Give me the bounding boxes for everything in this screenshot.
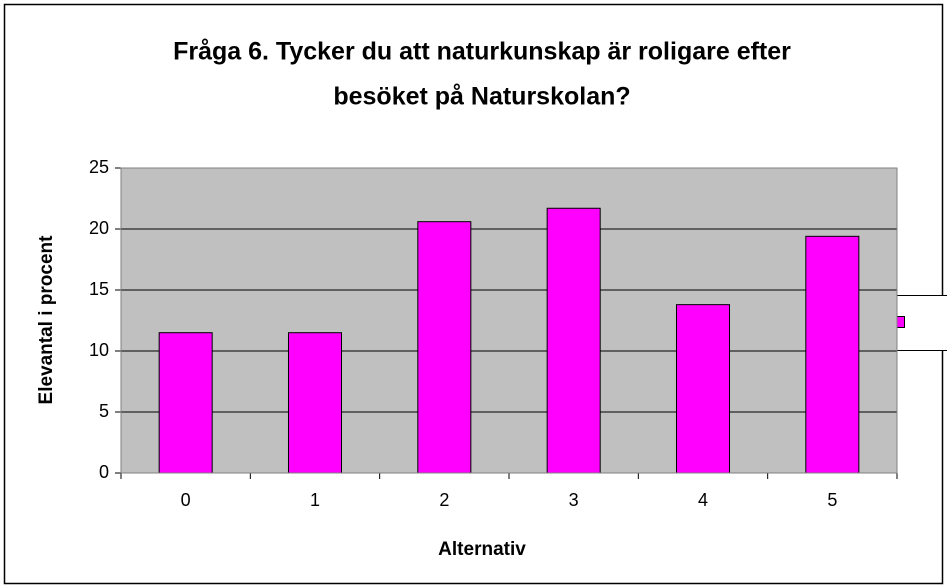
plot-border [120, 167, 898, 474]
y-tick-label: 20 [89, 218, 109, 238]
bar [287, 332, 343, 474]
chart-title: Fråga 6. Tycker du att naturkunskap är r… [173, 38, 791, 66]
y-axis-title: Elevantal i procent [36, 235, 57, 405]
x-tick-label: 4 [698, 490, 708, 510]
y-tick-label: 15 [89, 279, 109, 299]
bar [546, 207, 601, 474]
x-axis-title: Alternativ [438, 539, 526, 560]
bar [158, 332, 213, 474]
y-tick-label: 25 [89, 157, 109, 177]
plot-area [121, 168, 897, 473]
x-tick-label: 3 [569, 490, 579, 510]
y-tick-label: 0 [99, 462, 109, 482]
bar [805, 235, 860, 474]
x-tick-label: 1 [310, 490, 320, 510]
bar [675, 304, 731, 474]
bar [417, 221, 472, 474]
x-tick-label: 2 [439, 490, 449, 510]
y-tick-label: 5 [99, 401, 109, 421]
chart-title: besöket på Naturskolan? [333, 83, 630, 111]
x-tick-label: 0 [181, 490, 191, 510]
x-tick-label: 5 [827, 490, 837, 510]
y-tick-label: 10 [89, 340, 109, 360]
